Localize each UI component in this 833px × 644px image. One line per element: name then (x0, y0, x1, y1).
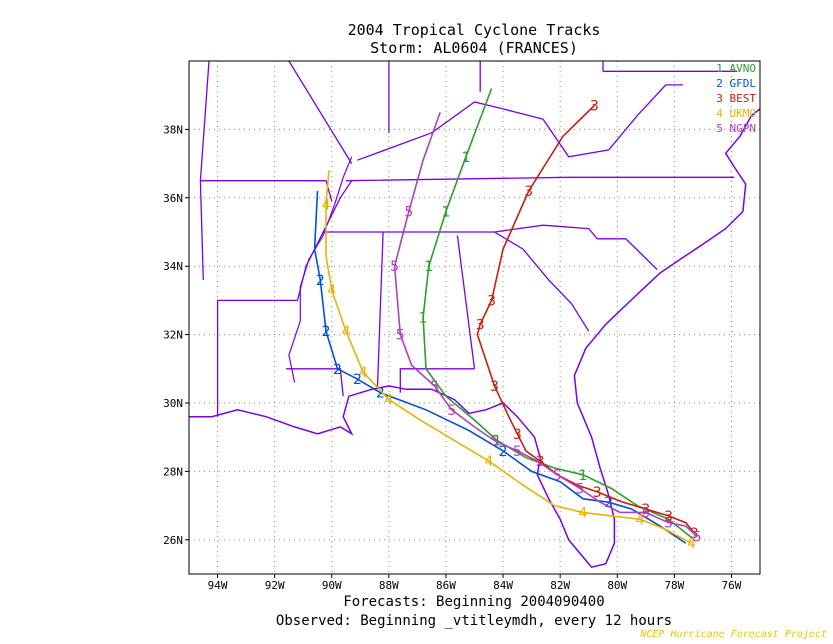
credit-label: NCEP Hurricane Forecast Project (640, 629, 827, 640)
state-border (399, 368, 475, 393)
track-line-ukmo (325, 170, 692, 544)
observed-caption: Observed: Beginning _vtitleymdh, every 1… (275, 613, 673, 629)
track-line-ngpn (393, 112, 698, 537)
y-axis-ticks: 26N 28N 30N 32N 34N 36N 38N (163, 123, 189, 547)
track-point-ngpn: 5 (693, 529, 702, 545)
track-point-gfdl: 2 (333, 362, 342, 378)
state-border (200, 180, 333, 202)
state-border (288, 61, 353, 164)
y-tick-label: 36N (163, 192, 183, 205)
coastline-and-borders (189, 61, 760, 569)
y-tick-label: 30N (163, 397, 183, 410)
track-point-avno: 1 (441, 204, 450, 220)
track-point-gfdl: 2 (499, 444, 508, 460)
track-point-avno: 1 (579, 468, 588, 484)
track-point-avno: 1 (461, 150, 470, 166)
x-tick-label: 82W (550, 579, 570, 592)
y-tick-label: 26N (163, 534, 183, 547)
track-point-ukmo: 4 (384, 393, 393, 409)
y-tick-label: 34N (163, 260, 183, 273)
state-border (286, 368, 344, 397)
track-point-gfdl: 2 (316, 273, 325, 289)
forecast-tracks: 1111112222222333333333334444444445555555… (313, 88, 702, 552)
x-tick-label: 86W (436, 579, 456, 592)
x-tick-label: 92W (265, 579, 285, 592)
y-tick-label: 38N (163, 123, 183, 136)
x-tick-label: 80W (607, 579, 627, 592)
track-point-ngpn: 5 (404, 204, 413, 220)
state-border (199, 61, 210, 181)
x-tick-label: 84W (493, 579, 513, 592)
track-point-ngpn: 5 (553, 468, 562, 484)
track-point-ngpn: 5 (430, 379, 439, 395)
track-point-best: 3 (641, 502, 650, 518)
track-point-ukmo: 4 (359, 365, 368, 381)
track-point-ukmo: 4 (636, 512, 645, 528)
lat-lon-grid (189, 61, 760, 574)
legend-entry-ngpn: 5 NGPN (716, 122, 756, 135)
x-tick-label: 76W (722, 579, 742, 592)
x-tick-label: 94W (208, 579, 228, 592)
track-point-ukmo: 4 (687, 536, 696, 552)
x-tick-label: 88W (379, 579, 399, 592)
track-point-best: 3 (513, 427, 522, 443)
legend-entry-gfdl: 2 GFDL (716, 77, 756, 90)
track-point-gfdl: 2 (604, 495, 613, 511)
track-point-ngpn: 5 (390, 259, 399, 275)
track-line-avno (422, 88, 695, 541)
track-point-ukmo: 4 (327, 283, 336, 299)
state-border (345, 176, 735, 182)
x-tick-label: 78W (664, 579, 684, 592)
track-point-ukmo: 4 (322, 198, 331, 214)
track-point-ukmo: 4 (342, 324, 351, 340)
track-point-ngpn: 5 (396, 328, 405, 344)
chart-subtitle: Storm: AL0604 (FRANCES) (370, 39, 578, 57)
track-point-best: 3 (524, 184, 533, 200)
coastline (189, 108, 760, 569)
state-border (494, 231, 590, 332)
track-point-avno: 1 (424, 259, 433, 275)
state-border (376, 231, 384, 390)
track-point-best: 3 (593, 485, 602, 501)
track-point-best: 3 (664, 509, 673, 525)
state-border (494, 224, 658, 271)
legend-entry-avno: 1 AVNO (716, 62, 756, 75)
x-axis-ticks: 94W 92W 90W 88W 86W 84W 82W 80W 78W 76W (208, 574, 742, 592)
state-border (542, 84, 683, 158)
track-point-ngpn: 5 (641, 505, 650, 521)
track-point-gfdl: 2 (353, 372, 362, 388)
track-line-gfdl (313, 190, 687, 544)
state-border (199, 180, 204, 280)
track-point-ukmo: 4 (484, 454, 493, 470)
track-point-ngpn: 5 (490, 434, 499, 450)
legend: 1 AVNO 2 GFDL 3 BEST 4 UKMO 5 NGPN (716, 62, 756, 135)
track-point-ukmo: 4 (579, 505, 588, 521)
track-point-best: 3 (476, 317, 485, 333)
forecasts-caption: Forecasts: Beginning 2004090400 (343, 594, 605, 610)
legend-entry-ukmo: 4 UKMO (716, 107, 756, 120)
track-point-ngpn: 5 (664, 516, 673, 532)
chart-title: 2004 Tropical Cyclone Tracks (347, 21, 601, 39)
state-border (456, 235, 476, 369)
legend-entry-best: 3 BEST (716, 92, 756, 105)
y-tick-label: 28N (163, 465, 183, 478)
track-point-avno: 1 (419, 311, 428, 327)
y-tick-label: 32N (163, 329, 183, 342)
track-point-ngpn: 5 (447, 403, 456, 419)
track-point-gfdl: 2 (376, 386, 385, 402)
track-point-gfdl: 2 (322, 324, 331, 340)
track-point-best: 3 (487, 293, 496, 309)
track-point-ngpn: 5 (576, 482, 585, 498)
track-line-best (476, 104, 695, 534)
state-border (216, 299, 298, 417)
track-point-ngpn: 5 (513, 444, 522, 460)
mississippi-river (288, 156, 353, 383)
plot-frame (188, 60, 761, 575)
track-point-best: 3 (590, 98, 599, 114)
track-point-best: 3 (490, 379, 499, 395)
x-tick-label: 90W (322, 579, 342, 592)
state-border (357, 101, 544, 161)
